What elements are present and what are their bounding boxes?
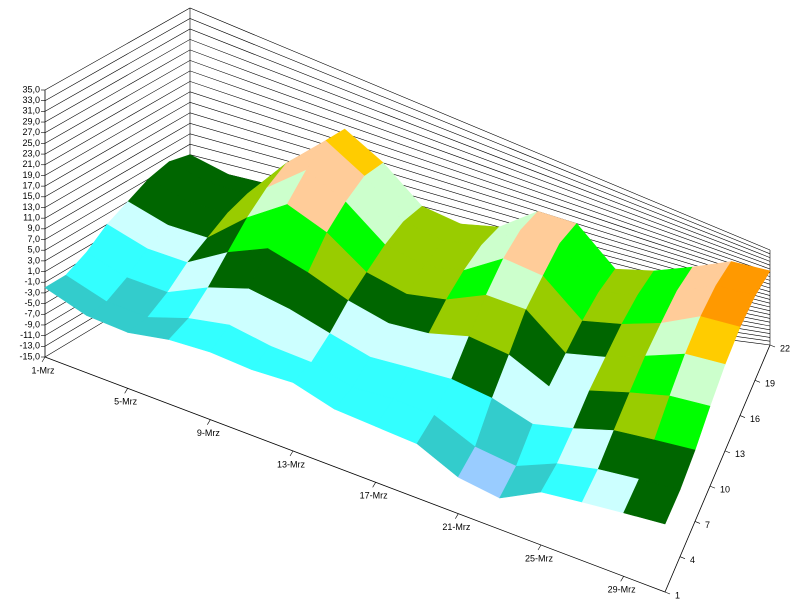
depth-tick-label: 10 [720,485,730,495]
x-tick [372,482,376,488]
x-tick [207,419,211,425]
z-tick-label: -9,0 [24,319,40,329]
z-tick-label: 3,0 [27,255,40,265]
z-tick-label: 27,0 [22,127,40,137]
z-tick-label: 29,0 [22,116,40,126]
z-tick-label: -5,0 [24,298,40,308]
z-tick-label: 31,0 [22,106,40,116]
x-tick-label: 1-Mrz [32,365,55,375]
z-tick-label: 19,0 [22,170,40,180]
z-tick-label: 17,0 [22,180,40,190]
z-tick-label: 13,0 [22,202,40,212]
x-axis [44,356,666,593]
z-tick-label: 5,0 [27,245,40,255]
surface-cell [623,478,681,525]
x-tick-label: 5-Mrz [114,397,137,407]
z-tick-label: 35,0 [22,84,40,94]
depth-tick [754,380,761,383]
depth-tick [694,521,701,524]
z-tick-label: 7,0 [27,234,40,244]
x-tick-label: 21-Mrz [442,522,471,532]
z-tick-label: 33,0 [22,95,40,105]
depth-tick-label: 16 [750,414,760,424]
x-tick-label: 29-Mrz [608,585,637,595]
depth-tick-label: 7 [705,520,710,530]
z-tick-label: -3,0 [24,287,40,297]
z-tick-label: -15,0 [19,351,40,361]
z-tick-label: -13,0 [19,341,40,351]
z-tick-label: -1,0 [24,277,40,287]
depth-tick [724,450,731,454]
depth-tick [709,485,716,489]
x-tick [124,388,128,394]
depth-tick-label: 4 [690,555,695,565]
depth-tick [769,344,776,348]
z-tick-label: -11,0 [20,330,40,340]
x-tick-label: 9-Mrz [197,428,220,438]
depth-tick-label: 22 [780,343,790,353]
z-tick-label: 15,0 [22,191,40,201]
depth-tick [679,556,686,559]
x-tick [455,513,459,519]
x-tick-label: 13-Mrz [277,459,306,469]
z-tick-label: 9,0 [27,223,40,233]
z-tick-label: 1,0 [27,266,40,276]
depth-tick-label: 13 [735,449,745,459]
x-tick [537,544,542,551]
depth-tick [664,591,671,595]
z-tick-label: 11,0 [23,213,40,223]
x-tick [620,576,624,582]
depth-tick-label: 19 [765,379,775,389]
z-tick-label: 25,0 [22,138,40,148]
x-tick [289,450,294,457]
z-tick-label: -7,0 [24,309,40,319]
depth-tick-label: 1 [675,590,680,600]
x-tick-label: 25-Mrz [525,553,554,563]
z-tick-label: 21,0 [22,159,40,169]
x-tick-label: 17-Mrz [360,491,389,501]
depth-axis [664,344,771,593]
z-tick-label: 23,0 [22,148,40,158]
depth-tick [739,415,746,418]
x-tick [41,356,46,363]
